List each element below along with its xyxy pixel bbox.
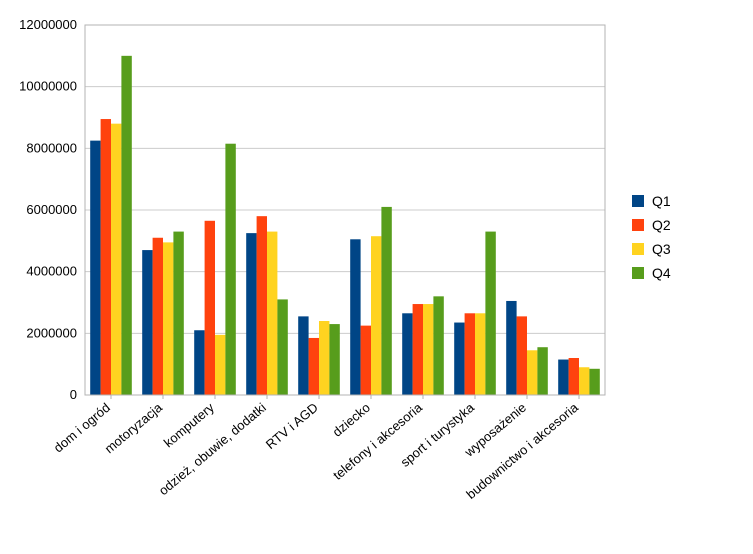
bar — [350, 239, 360, 395]
bar — [173, 232, 183, 395]
bar — [423, 304, 433, 395]
bar — [569, 358, 579, 395]
bar — [309, 338, 319, 395]
bar — [485, 232, 495, 395]
bar — [298, 316, 308, 395]
bar — [257, 216, 267, 395]
legend-swatch — [632, 195, 644, 207]
bar — [454, 323, 464, 395]
y-tick-label: 12000000 — [19, 17, 77, 32]
bar — [101, 119, 111, 395]
bar — [205, 221, 215, 395]
bar — [506, 301, 516, 395]
bar — [381, 207, 391, 395]
bar — [433, 296, 443, 395]
y-tick-label: 2000000 — [26, 325, 77, 340]
bar — [413, 304, 423, 395]
chart-svg: 0 2000000 4000000 6000000 8000000 10000000 120… — [0, 0, 753, 554]
legend-label: Q4 — [652, 265, 671, 281]
bar — [527, 350, 537, 395]
bar — [517, 316, 527, 395]
legend-label: Q3 — [652, 241, 671, 257]
y-tick-label: 0 — [70, 387, 77, 402]
bar — [402, 313, 412, 395]
bar — [475, 313, 485, 395]
bar — [153, 238, 163, 395]
y-tick-label: 6000000 — [26, 202, 77, 217]
y-tick-label: 10000000 — [19, 79, 77, 94]
y-tick-label: 4000000 — [26, 264, 77, 279]
bar — [142, 250, 152, 395]
bar — [246, 233, 256, 395]
bar — [371, 236, 381, 395]
bar — [194, 330, 204, 395]
legend-swatch — [632, 243, 644, 255]
legend-swatch — [632, 219, 644, 231]
bar — [90, 141, 100, 395]
legend-label: Q2 — [652, 217, 671, 233]
bar — [277, 299, 287, 395]
bar — [558, 360, 568, 395]
bar — [111, 124, 121, 395]
bar — [319, 321, 329, 395]
bar — [225, 144, 235, 395]
bar — [579, 367, 589, 395]
bar — [163, 242, 173, 395]
bar — [537, 347, 547, 395]
y-tick-label: 8000000 — [26, 140, 77, 155]
bar — [361, 326, 371, 395]
bar — [215, 335, 225, 395]
legend-swatch — [632, 267, 644, 279]
bar — [121, 56, 131, 395]
bar — [267, 232, 277, 395]
grouped-bar-chart: 0 2000000 4000000 6000000 8000000 10000000 120… — [0, 0, 753, 554]
bar — [589, 369, 599, 395]
bar — [465, 313, 475, 395]
bar — [329, 324, 339, 395]
legend-label: Q1 — [652, 193, 671, 209]
